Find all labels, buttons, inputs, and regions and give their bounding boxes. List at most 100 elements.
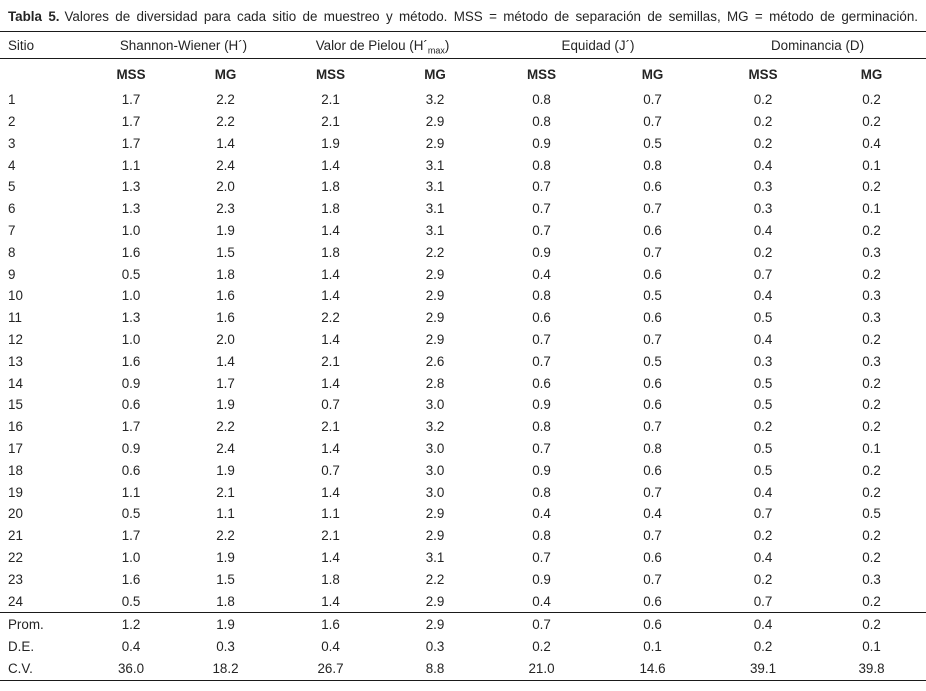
value-cell: 3.1	[425, 222, 445, 238]
value-cell: 2.4	[216, 157, 235, 173]
value-cell: 3.0	[425, 397, 445, 413]
value-cell: 0.1	[862, 201, 881, 217]
site-cell: 13	[8, 353, 23, 369]
value-cell: 0.4	[709, 612, 818, 636]
value-cell: 0.3	[216, 639, 235, 654]
site-cell: 14	[8, 375, 23, 391]
value-cell: 2.1	[321, 92, 340, 108]
value-cell: 0.1	[643, 639, 662, 654]
group-header-shannon-wiener: Shannon-Wiener (H´)	[89, 31, 279, 59]
value-cell: 0.2	[862, 266, 881, 282]
value-cell: 0.7	[643, 419, 662, 435]
site-cell: Prom.	[0, 612, 89, 636]
value-cell: 2.9	[425, 310, 445, 326]
value-cell: 0.6	[643, 222, 662, 238]
table-row: 15 0.6 1.9 0.7 3.0 0.9 0.6 0.5 0.2	[0, 394, 926, 416]
value-cell: 2.0	[216, 331, 235, 347]
value-cell: 0.6	[643, 593, 662, 609]
value-cell: 0.9	[121, 375, 141, 391]
value-cell: 2.1	[321, 353, 340, 369]
value-cell: 1.9	[173, 612, 279, 636]
value-cell: 1.8	[321, 244, 340, 260]
table-row: 24 0.5 1.8 1.4 2.9 0.4 0.6 0.7 0.2	[0, 590, 926, 612]
site-cell: D.E.	[8, 639, 35, 654]
site-cell: 6	[8, 201, 16, 217]
value-cell: 1.2	[89, 612, 173, 636]
value-cell: 0.7	[532, 353, 551, 369]
table-row: 14 0.9 1.7 1.4 2.8 0.6 0.6 0.5 0.2	[0, 372, 926, 394]
table-row: 4 1.1 2.4 1.4 3.1 0.8 0.8 0.4 0.1	[0, 154, 926, 176]
value-cell: 0.7	[643, 201, 662, 217]
group-header-equidad: Equidad (J´)	[487, 31, 710, 59]
value-cell: 0.9	[532, 244, 551, 260]
value-cell: 1.7	[121, 419, 141, 435]
value-cell: 0.5	[121, 506, 141, 522]
value-cell: 0.5	[753, 397, 773, 413]
value-cell: 0.7	[643, 528, 662, 544]
value-cell: 0.7	[532, 222, 551, 238]
value-cell: 1.9	[216, 549, 235, 565]
value-cell: 0.9	[532, 397, 551, 413]
value-cell: 0.6	[643, 179, 662, 195]
value-cell: 2.9	[425, 288, 445, 304]
table-row: 18 0.6 1.9 0.7 3.0 0.9 0.6 0.5 0.2	[0, 460, 926, 482]
value-cell: 0.7	[643, 244, 662, 260]
value-cell: 2.2	[425, 244, 445, 260]
value-cell: 0.6	[596, 612, 710, 636]
value-cell: 0.2	[753, 419, 773, 435]
value-cell: 0.3	[753, 201, 773, 217]
subheader-mss-1: MSS	[116, 66, 146, 82]
value-cell: 21.0	[528, 661, 555, 677]
value-cell: 1.7	[121, 528, 141, 544]
value-cell: 1.9	[216, 222, 235, 238]
value-cell: 0.2	[532, 639, 551, 654]
value-cell: 1.6	[121, 244, 141, 260]
value-cell: 0.7	[643, 484, 662, 500]
value-cell: 0.7	[532, 201, 551, 217]
value-cell: 0.4	[532, 506, 551, 522]
table-row: C.V. 36.0 18.2 26.7 8.8 21.0 14.6 39.1 39.8	[0, 658, 926, 681]
value-cell: 1.4	[321, 549, 340, 565]
site-cell: 22	[8, 549, 23, 565]
value-cell: 0.8	[532, 92, 551, 108]
value-cell: 2.9	[425, 506, 445, 522]
site-cell: 16	[8, 419, 23, 435]
value-cell: 0.5	[862, 506, 881, 522]
table-caption: Tabla 5. Valores de diversidad para cada …	[0, 0, 926, 31]
value-cell: 0.2	[862, 528, 881, 544]
value-cell: 1.0	[121, 549, 141, 565]
value-cell: 1.3	[121, 310, 141, 326]
value-cell: 0.6	[532, 310, 551, 326]
value-cell: 0.2	[753, 92, 773, 108]
value-cell: 1.7	[121, 135, 141, 151]
value-cell: 0.8	[532, 528, 551, 544]
value-cell: 0.2	[753, 528, 773, 544]
value-cell: 8.8	[425, 661, 445, 677]
value-cell: 1.8	[216, 266, 235, 282]
pielou-label-subscript: max	[427, 45, 445, 56]
value-cell: 1.1	[216, 506, 235, 522]
value-cell: 0.5	[753, 462, 773, 478]
value-cell: 0.3	[753, 353, 773, 369]
value-cell: 2.9	[425, 266, 445, 282]
value-cell: 1.8	[216, 593, 235, 609]
method-subheader-row: MSS MG MSS MG MSS MG MSS MG	[0, 59, 926, 90]
table-row: 7 1.0 1.9 1.4 3.1 0.7 0.6 0.4 0.2	[0, 220, 926, 242]
value-cell: 1.6	[121, 571, 141, 587]
site-cell: 8	[8, 244, 16, 260]
value-cell: 0.9	[121, 440, 141, 456]
table-row: 12 1.0 2.0 1.4 2.9 0.7 0.7 0.4 0.2	[0, 329, 926, 351]
value-cell: 1.4	[321, 593, 340, 609]
value-cell: 0.2	[817, 612, 926, 636]
site-cell: C.V.	[8, 661, 33, 677]
value-cell: 0.2	[862, 484, 881, 500]
value-cell: 0.2	[862, 397, 881, 413]
site-cell: 4	[8, 157, 16, 173]
table-row: 16 1.7 2.2 2.1 3.2 0.8 0.7 0.2 0.2	[0, 416, 926, 438]
table-row: 11 1.3 1.6 2.2 2.9 0.6 0.6 0.5 0.3	[0, 307, 926, 329]
site-cell: 10	[8, 288, 23, 304]
value-cell: 3.1	[425, 201, 445, 217]
table-row: 22 1.0 1.9 1.4 3.1 0.7 0.6 0.4 0.2	[0, 547, 926, 569]
value-cell: 0.2	[862, 419, 881, 435]
